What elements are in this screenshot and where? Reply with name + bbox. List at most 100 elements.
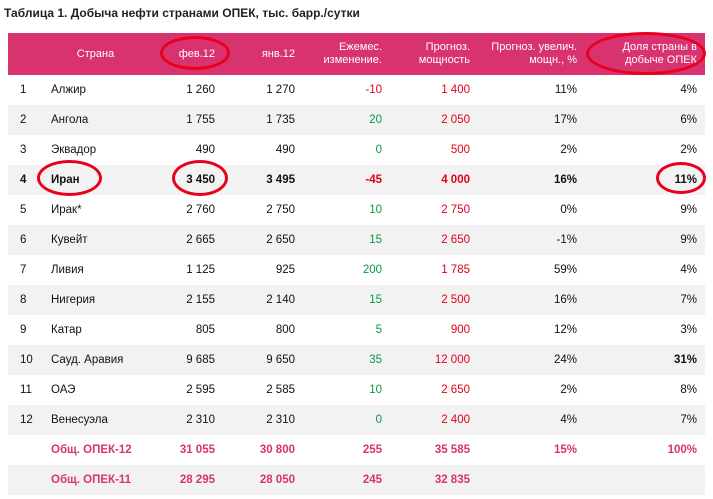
capacity-value: 2 500 [441, 294, 470, 306]
jan-value: 1 735 [266, 114, 295, 126]
header-row: Страна фев.12 янв.12 Ежемес. изменение. … [8, 33, 705, 75]
row-number: 1 [20, 84, 27, 96]
row-number: 5 [20, 204, 27, 216]
jan-value: 1 270 [266, 84, 295, 96]
total-row: Общ. ОПЕК-11 28 295 28 050 245 32 835 [8, 465, 705, 495]
country-name: Иран [51, 174, 80, 186]
jan-value: 490 [275, 144, 295, 156]
row-number [8, 435, 43, 465]
header-capacity: Прогноз. мощность [418, 41, 470, 66]
header-country: Страна [76, 47, 115, 60]
header-num [8, 33, 43, 75]
growth-value: -1% [556, 234, 577, 246]
growth-value: 2% [560, 144, 577, 156]
share-value: 100% [585, 435, 705, 465]
growth-value [478, 465, 585, 495]
change-value: -10 [365, 84, 382, 96]
capacity-value: 12 000 [434, 354, 470, 366]
share-value: 3% [680, 324, 697, 336]
feb-value: 2 760 [186, 204, 215, 216]
header-feb: фев.12 [178, 47, 215, 60]
capacity-value: 4 000 [441, 174, 470, 186]
table-row: 5 Ирак* 2 760 2 750 10 2 750 0% 9% [8, 195, 705, 225]
change-value: 5 [375, 324, 382, 336]
share-value: 4% [680, 264, 697, 276]
table-row: 11 ОАЭ 2 595 2 585 10 2 650 2% 8% [8, 375, 705, 405]
header-growth: Прогноз. увелич. мощн., % [491, 41, 577, 66]
table-row: 1 Алжир 1 260 1 270 -10 1 400 11% 4% [8, 75, 705, 105]
capacity-value: 2 400 [441, 414, 470, 426]
growth-value: 11% [554, 84, 577, 96]
share-value: 7% [680, 294, 697, 306]
table-row: 3 Эквадор 490 490 0 500 2% 2% [8, 135, 705, 165]
growth-value: 12% [553, 324, 577, 336]
capacity-value: 1 400 [441, 84, 470, 96]
feb-value: 490 [195, 144, 215, 156]
jan-value: 2 650 [266, 234, 295, 246]
feb-value: 31 055 [148, 435, 223, 465]
growth-value: 24% [553, 354, 577, 366]
jan-value: 2 310 [266, 414, 295, 426]
table-row: 7 Ливия 1 125 925 200 1 785 59% 4% [8, 255, 705, 285]
feb-value: 1 755 [186, 114, 215, 126]
capacity-value: 500 [450, 144, 470, 156]
change-value: 15 [369, 234, 382, 246]
feb-value: 9 685 [186, 354, 215, 366]
row-number: 10 [20, 354, 33, 366]
growth-value: 2% [560, 384, 577, 396]
jan-value: 800 [275, 324, 295, 336]
country-name: ОАЭ [51, 384, 76, 396]
share-value: 6% [680, 114, 697, 126]
country-name: Венесуэла [51, 414, 108, 426]
change-value: 35 [369, 354, 382, 366]
change-value: 10 [369, 384, 382, 396]
capacity-value: 900 [450, 324, 470, 336]
country-name: Ангола [51, 114, 89, 126]
table-row: 9 Катар 805 800 5 900 12% 3% [8, 315, 705, 345]
feb-value: 3 450 [186, 174, 215, 186]
jan-value: 2 140 [266, 294, 295, 306]
capacity-value: 2 750 [441, 204, 470, 216]
table-row: 4 Иран 3 450 3 495 -45 4 000 16% 11% [8, 165, 705, 195]
country-name: Сауд. Аравия [51, 354, 124, 366]
share-value: 9% [680, 234, 697, 246]
feb-value: 1 125 [186, 264, 215, 276]
change-value: 200 [362, 264, 382, 276]
header-jan: янв.12 [261, 47, 295, 60]
row-number: 6 [20, 234, 27, 246]
growth-value: 16% [553, 174, 577, 186]
country-name: Кувейт [51, 234, 88, 246]
jan-value: 30 800 [223, 435, 303, 465]
country-name: Эквадор [51, 144, 97, 156]
feb-value: 2 310 [186, 414, 215, 426]
growth-value: 59% [553, 264, 577, 276]
share-value: 31% [673, 354, 697, 366]
change-value: 15 [369, 294, 382, 306]
jan-value: 3 495 [266, 174, 295, 186]
row-number: 12 [20, 414, 33, 426]
row-number: 8 [20, 294, 27, 306]
share-value: 7% [680, 414, 697, 426]
share-value: 4% [680, 84, 697, 96]
jan-value: 28 050 [223, 465, 303, 495]
jan-value: 925 [275, 264, 295, 276]
change-value: 0 [375, 414, 382, 426]
row-number: 3 [20, 144, 27, 156]
total-row: Общ. ОПЕК-12 31 055 30 800 255 35 585 15… [8, 435, 705, 465]
row-number: 2 [20, 114, 27, 126]
header-change: Ежемес. изменение. [323, 41, 382, 66]
capacity-value: 32 835 [390, 465, 478, 495]
feb-value: 28 295 [148, 465, 223, 495]
country-name: Ирак* [51, 204, 82, 216]
capacity-value: 2 650 [441, 234, 470, 246]
change-value: 20 [369, 114, 382, 126]
jan-value: 9 650 [266, 354, 295, 366]
share-value [585, 465, 705, 495]
feb-value: 2 155 [186, 294, 215, 306]
table-row: 8 Нигерия 2 155 2 140 15 2 500 16% 7% [8, 285, 705, 315]
share-value: 11% [674, 174, 697, 186]
country-name: Катар [51, 324, 82, 336]
table-row: 6 Кувейт 2 665 2 650 15 2 650 -1% 9% [8, 225, 705, 255]
change-value: 10 [369, 204, 382, 216]
change-value: 0 [375, 144, 382, 156]
